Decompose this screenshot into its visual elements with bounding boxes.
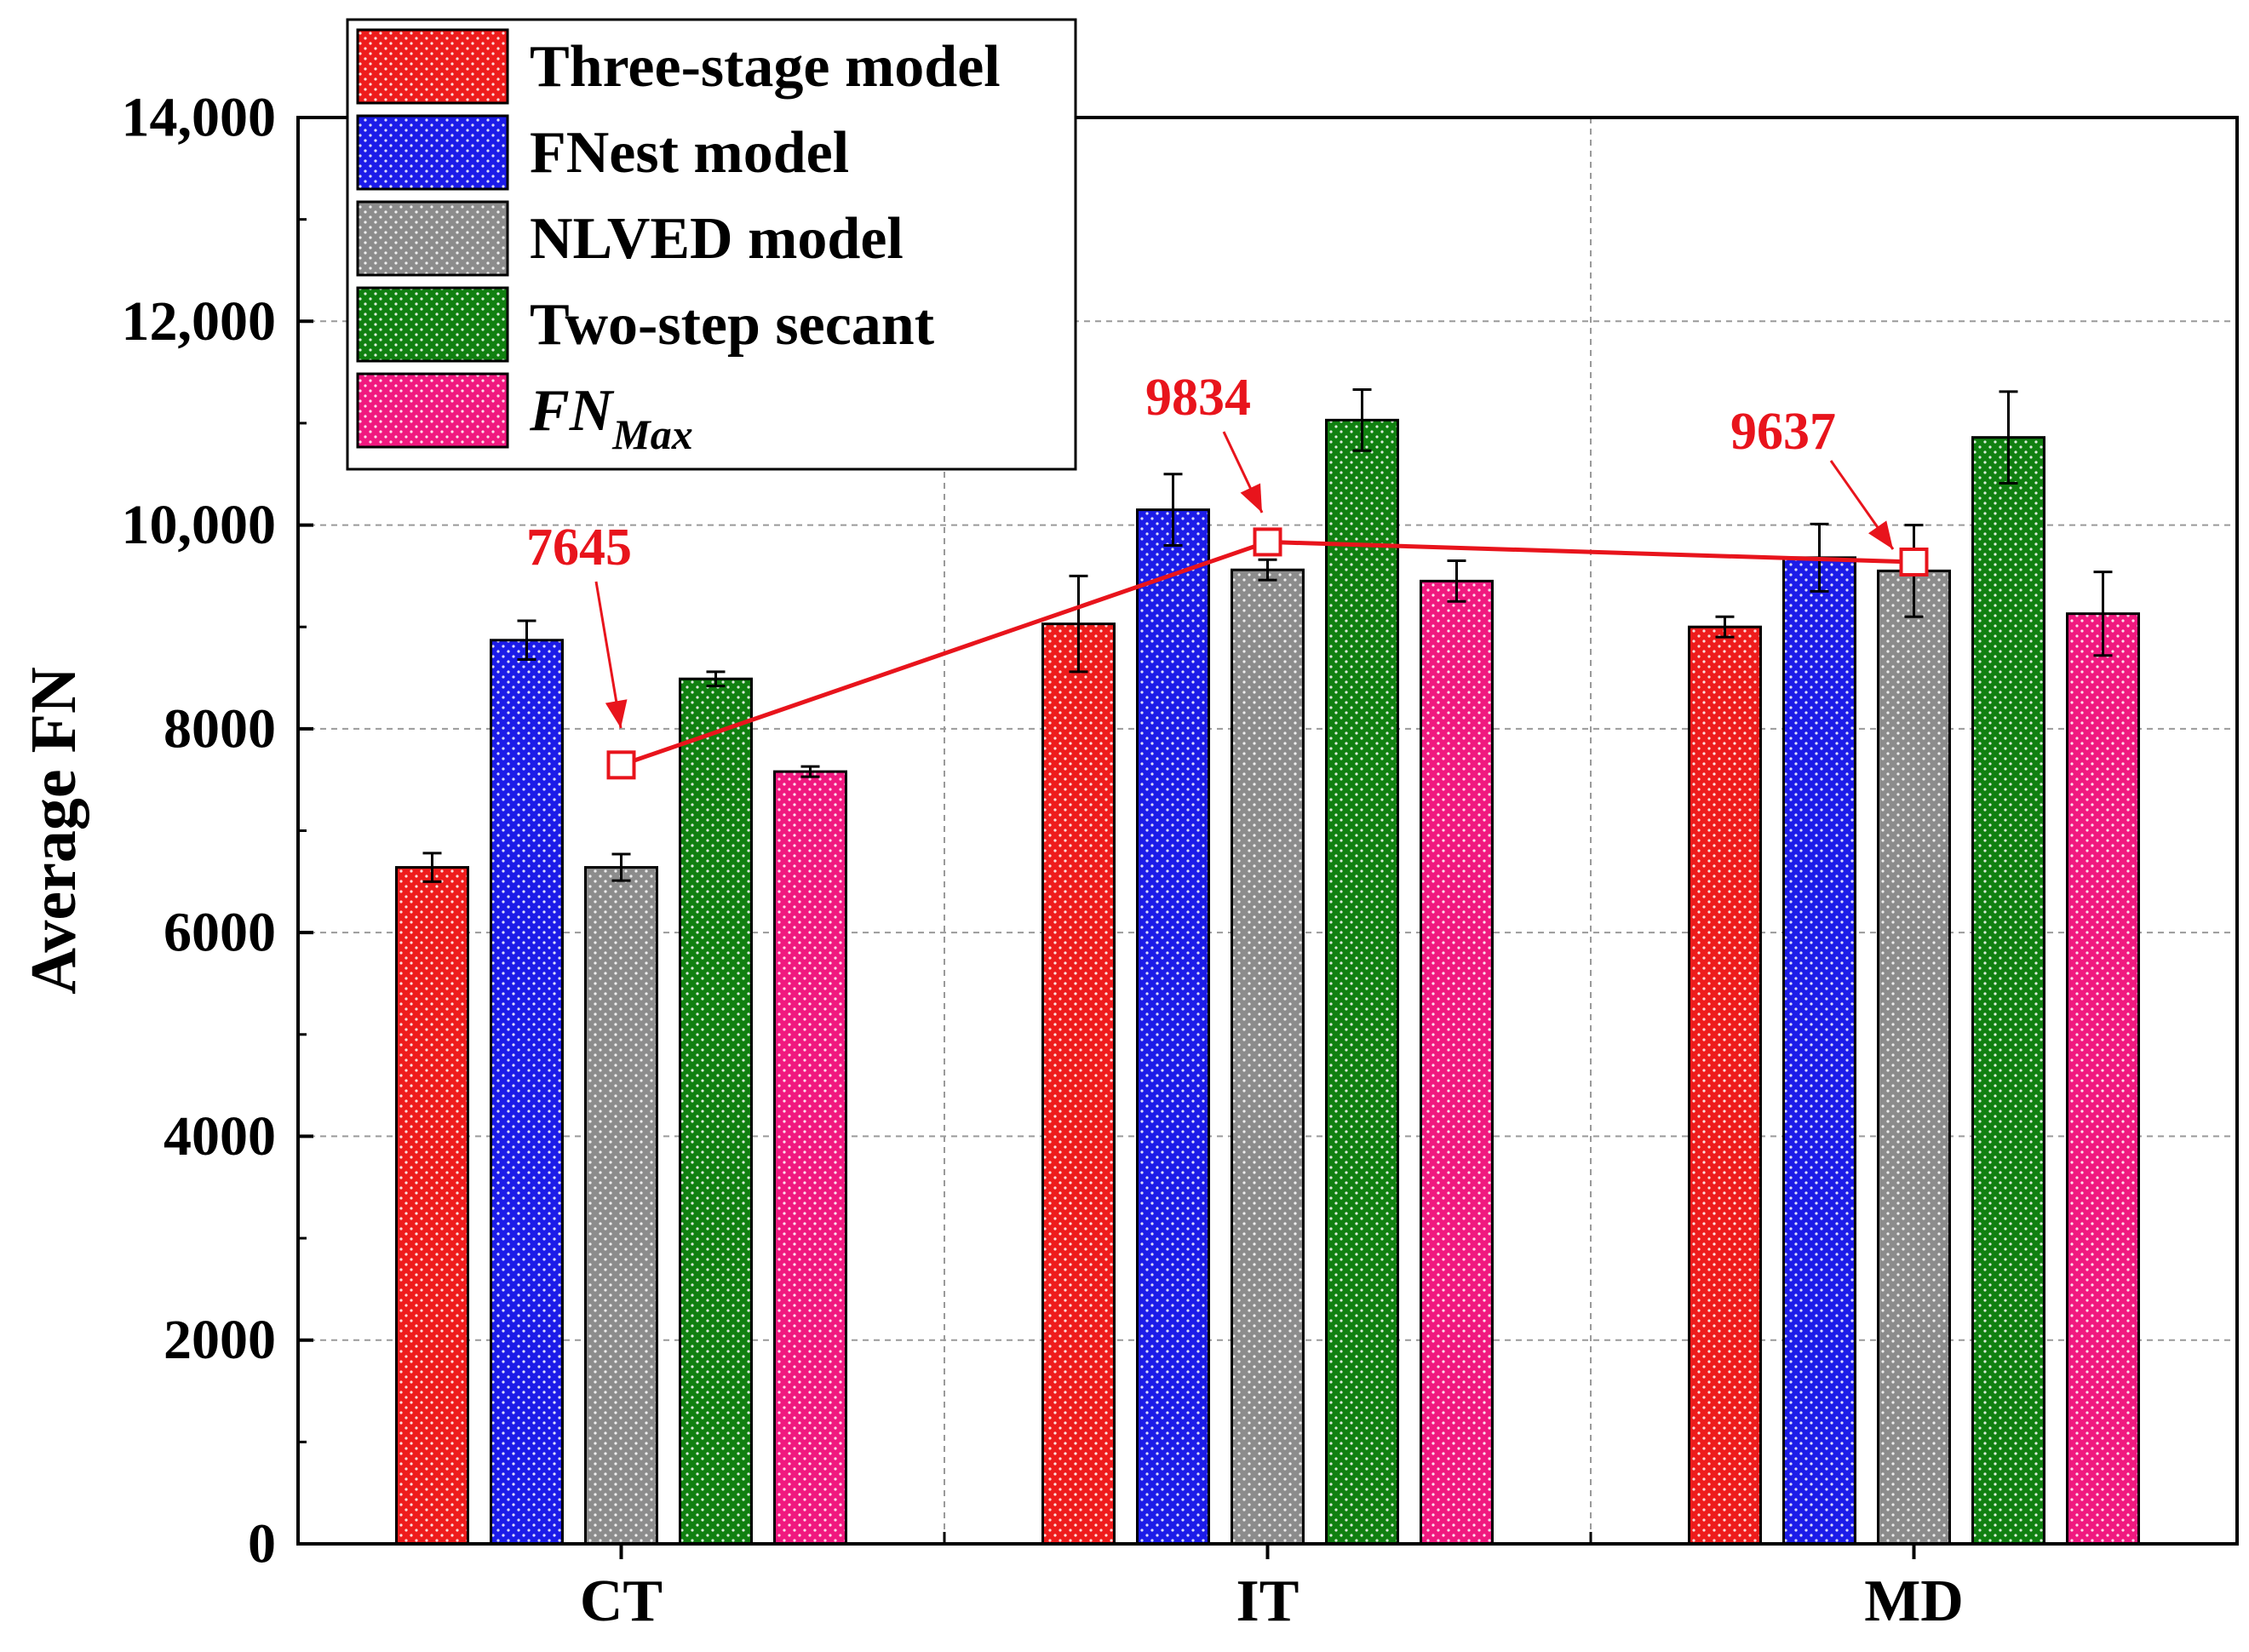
- error-bar: [1069, 574, 1088, 674]
- annotation-arrowhead: [1867, 520, 1893, 549]
- error-bar: [2093, 571, 2113, 657]
- legend-label: NLVED model: [530, 206, 904, 272]
- error-bar: [706, 670, 726, 688]
- x-tick-label: IT: [1236, 1569, 1299, 1634]
- error-bar: [422, 852, 442, 883]
- value-label: 7645: [526, 519, 632, 576]
- bar: [1325, 418, 1399, 1546]
- bar: [1231, 568, 1305, 1546]
- bar: [1041, 622, 1116, 1546]
- legend-label-main: FN: [529, 378, 615, 444]
- bar: [1688, 625, 1762, 1546]
- legend-swatch: [356, 372, 509, 449]
- bar: [2066, 612, 2140, 1546]
- x-tick-label: MD: [1864, 1569, 1964, 1634]
- overlay-point: [1253, 527, 1282, 557]
- error-bar: [1258, 558, 1277, 582]
- bar: [1420, 579, 1494, 1546]
- bar: [773, 770, 847, 1546]
- value-label: 9637: [1730, 403, 1836, 461]
- y-tick-label: 6000: [164, 902, 276, 964]
- annotation-arrowhead: [1240, 483, 1262, 513]
- bar: [1877, 569, 1951, 1546]
- y-tick-label: 10,000: [122, 494, 277, 556]
- value-label: 9834: [1145, 369, 1251, 427]
- error-bar: [1999, 390, 2018, 485]
- error-bar: [1352, 387, 1372, 452]
- legend-swatch: [356, 286, 509, 363]
- annotation-arrowhead: [605, 699, 628, 728]
- error-bar: [611, 852, 631, 882]
- x-tick-label: CT: [580, 1569, 663, 1634]
- y-tick-label: 8000: [164, 697, 276, 760]
- bars: [395, 418, 2140, 1546]
- bar: [1136, 508, 1210, 1546]
- overlay-point: [1899, 548, 1929, 577]
- legend-label: FNest model: [530, 120, 849, 186]
- y-tick-label: 14,000: [122, 87, 277, 149]
- legend-label: Three-stage model: [530, 34, 1001, 100]
- legend-label: FNMax: [529, 378, 693, 458]
- y-tick-label: 2000: [164, 1309, 276, 1371]
- bar: [395, 866, 469, 1546]
- legend-label-subscript: Max: [611, 410, 692, 458]
- overlay-point: [606, 750, 636, 780]
- error-bar: [800, 765, 820, 778]
- error-bar: [1447, 559, 1466, 603]
- legend-swatch: [356, 200, 509, 277]
- error-bars: [422, 387, 2113, 883]
- annotations: 7645 9834 9637: [526, 369, 1895, 729]
- overlay-line: [606, 527, 1929, 780]
- axes: 0 2000 4000 6000 8000 10,000 12,000 14,000 CT IT M…: [18, 87, 2239, 1634]
- y-tick-label: 4000: [164, 1105, 276, 1167]
- error-bar: [1163, 473, 1183, 547]
- error-bar: [517, 619, 536, 661]
- bar: [584, 866, 658, 1546]
- error-bar: [1715, 615, 1735, 639]
- bar: [679, 677, 753, 1546]
- legend-swatch: [356, 28, 509, 105]
- legend-label: Two-step secant: [530, 292, 934, 358]
- y-axis-label: Average FN: [18, 667, 89, 995]
- bar: [1971, 436, 2045, 1546]
- legend: Three-stage model FNest model NLVED model T…: [346, 18, 1077, 471]
- bar: [490, 639, 564, 1546]
- legend-swatch: [356, 114, 509, 191]
- y-tick-label: 0: [248, 1513, 276, 1575]
- y-tick-label: 12,000: [122, 290, 277, 353]
- bar: [1782, 556, 1856, 1546]
